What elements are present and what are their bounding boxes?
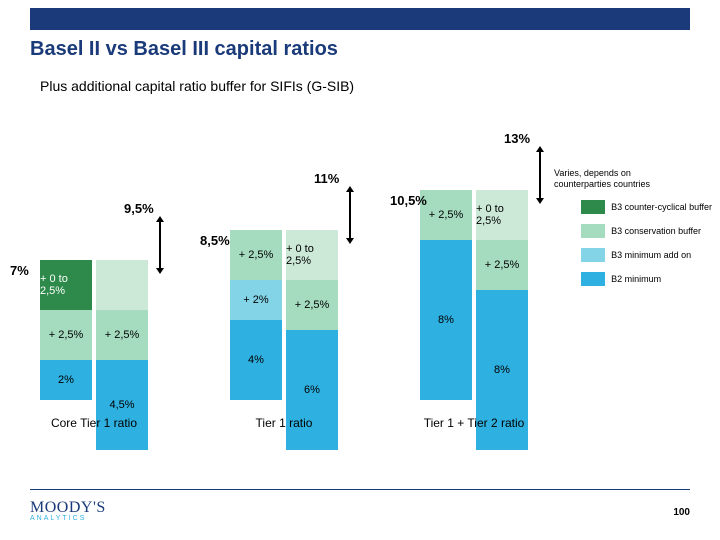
- bar-segment: + 2,5%: [230, 230, 282, 280]
- legend-swatch: [581, 200, 605, 214]
- axis-label: Core Tier 1 ratio: [40, 416, 148, 430]
- bar-segment: + 2,5%: [420, 190, 472, 240]
- bar: 8%+ 2,5%+ 0 to 2,5%: [476, 190, 528, 450]
- header-bar: [30, 8, 690, 30]
- bar-segment: + 0 to 2,5%: [476, 190, 528, 240]
- footer-rule: [30, 489, 690, 490]
- page-title: Basel II vs Basel III capital ratios: [30, 38, 338, 61]
- axis-label: Tier 1 ratio: [230, 416, 338, 430]
- axis-label: Tier 1 + Tier 2 ratio: [420, 416, 528, 430]
- bar-segment: + 2%: [230, 280, 282, 320]
- bar-segment: 8%: [420, 240, 472, 400]
- page-subtitle: Plus additional capital ratio buffer for…: [40, 78, 354, 94]
- bar-segment: + 2,5%: [286, 280, 338, 330]
- bar-segment: 4%: [230, 320, 282, 400]
- legend-label: B3 counter-cyclical buffer: [611, 202, 712, 213]
- moodys-logo: MOODY'S ANALYTICS: [30, 499, 106, 522]
- bar-segment: + 2,5%: [476, 240, 528, 290]
- bar-segment: + 2,5%: [40, 310, 92, 360]
- bar-segment: 2%: [40, 360, 92, 400]
- legend-swatch: [581, 248, 605, 262]
- bar-segment: 6%: [286, 330, 338, 450]
- total-label: 11%: [314, 171, 339, 186]
- legend-label: B2 minimum: [611, 274, 661, 285]
- column-pair: 8%+ 2,5%8%+ 2,5%+ 0 to 2,5%: [420, 190, 528, 450]
- bar: 8%+ 2,5%: [420, 190, 472, 400]
- legend-swatch: [581, 272, 605, 286]
- legend-item: B3 minimum add on: [581, 248, 712, 262]
- legend-swatch: [581, 224, 605, 238]
- total-label: 9,5%: [124, 201, 154, 216]
- legend-item: B3 counter-cyclical buffer: [581, 200, 712, 214]
- total-label: 8,5%: [200, 233, 230, 248]
- legend: B3 counter-cyclical buffer B3 conservatio…: [581, 200, 712, 296]
- legend-item: B3 conservation buffer: [581, 224, 712, 238]
- page-number: 100: [673, 507, 690, 518]
- total-label: 7%: [10, 263, 29, 278]
- legend-label: B3 conservation buffer: [611, 226, 701, 237]
- bar-segment: + 0 to 2,5%: [40, 260, 92, 310]
- legend-item: B2 minimum: [581, 272, 712, 286]
- bar-segment: 4,5%: [96, 360, 148, 450]
- total-label: 10,5%: [390, 193, 427, 208]
- bar: 2%+ 2,5%+ 0 to 2,5%: [40, 260, 92, 400]
- bar-segment: [96, 260, 148, 310]
- bar-segment: + 0 to 2,5%: [286, 230, 338, 280]
- total-label: 13%: [504, 131, 530, 146]
- variance-note: Varies, depends oncounterparties countri…: [554, 168, 650, 190]
- bar-segment: + 2,5%: [96, 310, 148, 360]
- bar: 4%+ 2%+ 2,5%: [230, 230, 282, 400]
- legend-label: B3 minimum add on: [611, 250, 691, 261]
